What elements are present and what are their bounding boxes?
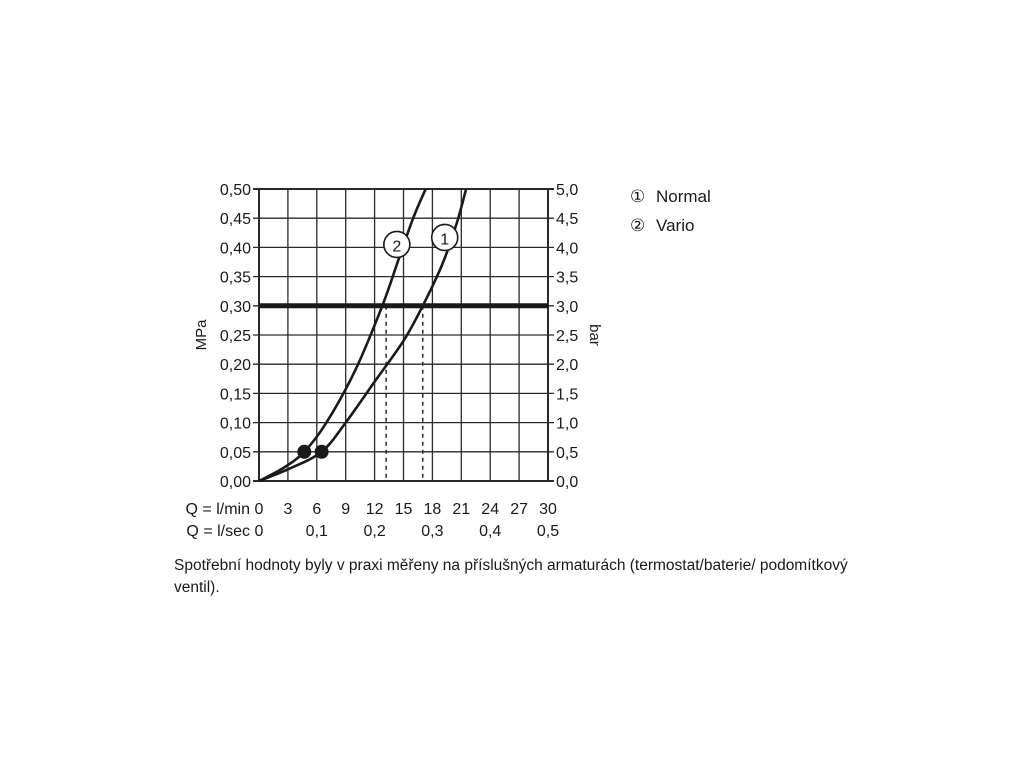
- x-axis-lmin-label: Q = l/min: [186, 501, 250, 518]
- series-marker-label-normal: 1: [440, 231, 449, 248]
- x-lsec-tick-label: 0,4: [479, 523, 501, 540]
- x-lmin-tick-label: 3: [283, 501, 292, 518]
- y-left-tick-label: 0,50: [220, 182, 251, 199]
- x-lsec-tick-label: 0,2: [363, 523, 385, 540]
- series-marker-circle-normal: [430, 223, 459, 252]
- legend-label-vario: Vario: [656, 216, 694, 235]
- series-point-vario: [297, 444, 312, 459]
- legend-item-normal: ① Normal: [630, 187, 711, 206]
- series-point-normal: [314, 444, 329, 459]
- y-left-tick-label: 0,15: [220, 386, 251, 403]
- y-left-tick-label: 0,05: [220, 445, 251, 462]
- legend-label-normal: Normal: [656, 187, 711, 206]
- x-lsec-tick-label: 0,1: [306, 523, 328, 540]
- x-lmin-tick-label: 15: [395, 501, 413, 518]
- x-lmin-tick-label: 18: [424, 501, 442, 518]
- y-right-tick-label: 1,5: [556, 386, 578, 403]
- x-lmin-tick-label: 27: [510, 501, 528, 518]
- x-lmin-tick-label: 30: [539, 501, 557, 518]
- y-right-tick-label: 2,5: [556, 328, 578, 345]
- x-lsec-tick-label: 0,5: [537, 523, 559, 540]
- x-lmin-tick-label: 0: [255, 501, 264, 518]
- x-lsec-tick-label: 0,3: [421, 523, 443, 540]
- chart-caption: Spotřební hodnoty byly v praxi měřeny na…: [174, 557, 848, 596]
- y-right-tick-label: 0,0: [556, 474, 578, 491]
- x-lmin-tick-label: 24: [481, 501, 499, 518]
- series-layer: 12: [258, 188, 468, 483]
- y-right-axis-title: bar: [586, 324, 603, 346]
- legend-symbol-2: ②: [630, 216, 645, 235]
- y-left-tick-label: 0,00: [220, 474, 251, 491]
- y-left-tick-label: 0,35: [220, 270, 251, 287]
- series-marker-circle-vario: [383, 230, 411, 259]
- y-left-axis-title: MPa: [193, 319, 210, 351]
- y-left-tick-label: 0,10: [220, 416, 251, 433]
- legend-item-vario: ② Vario: [630, 216, 694, 235]
- y-right-tick-label: 4,5: [556, 211, 578, 228]
- y-right-tick-label: 3,5: [556, 270, 578, 287]
- legend-symbol-1: ①: [630, 187, 645, 206]
- series-line-vario: [258, 188, 427, 483]
- x-lmin-tick-label: 9: [341, 501, 350, 518]
- y-right-tick-label: 4,0: [556, 240, 578, 257]
- y-left-tick-label: 0,40: [220, 240, 251, 257]
- x-lmin-tick-label: 6: [312, 501, 321, 518]
- y-right-tick-label: 1,0: [556, 416, 578, 433]
- y-right-tick-label: 2,0: [556, 357, 578, 374]
- y-right-tick-label: 0,5: [556, 445, 578, 462]
- legend: ① Normal ② Vario: [630, 187, 711, 235]
- y-left-tick-label: 0,25: [220, 328, 251, 345]
- y-right-tick-label: 3,0: [556, 299, 578, 316]
- y-left-tick-label: 0,20: [220, 357, 251, 374]
- tick-labels-layer: 0,000,050,100,150,200,250,300,350,400,45…: [220, 182, 578, 540]
- x-lsec-tick-label: 0: [255, 523, 264, 540]
- y-right-tick-label: 5,0: [556, 182, 578, 199]
- x-lmin-tick-label: 12: [366, 501, 384, 518]
- x-axis-lsec-label: Q = l/sec: [186, 523, 250, 540]
- y-left-tick-label: 0,30: [220, 299, 251, 316]
- x-lmin-tick-label: 21: [452, 501, 470, 518]
- y-left-tick-label: 0,45: [220, 211, 251, 228]
- series-marker-label-vario: 2: [392, 238, 401, 255]
